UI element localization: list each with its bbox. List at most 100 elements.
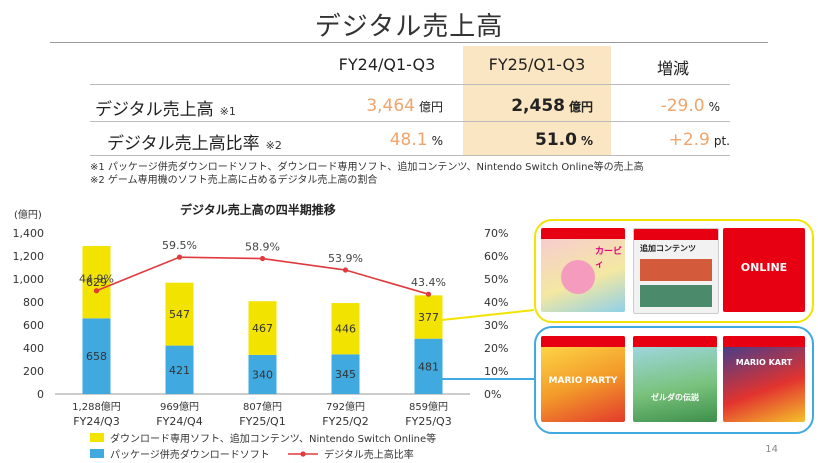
footnote-2: ※2 ゲーム専用機のソフト売上高に占めるデジタル売上高の割合 <box>90 175 378 186</box>
bar-total-label: 792億円 <box>326 400 365 413</box>
y-tick-label: 800 <box>23 296 44 309</box>
x-tick-label: FY24/Q3 <box>73 415 119 428</box>
bar-download-only <box>165 282 194 346</box>
curr-digital-ratio: 51.0% <box>535 130 593 150</box>
curr-digital-sales: 2,458 億円 <box>511 96 593 116</box>
mario-kart-game-cover: MARIO KART <box>723 336 805 422</box>
switch-banner <box>541 228 625 239</box>
change-digital-ratio: +2.9 pt. <box>668 130 730 150</box>
x-tick-label: FY24/Q4 <box>156 415 202 428</box>
bar-total-label: 969億円 <box>160 400 199 413</box>
y2-tick-label: 0% <box>484 388 501 401</box>
legend-swatch-package-bundled <box>90 449 104 458</box>
bar-package-bundled <box>414 338 443 394</box>
bar-download-only <box>331 303 360 355</box>
kirby-game-cover: カービィ <box>541 228 625 312</box>
bar-package-bundled <box>331 354 360 394</box>
bar-value-label-package: 345 <box>335 368 356 381</box>
bar-total-label: 807億円 <box>243 400 282 413</box>
nintendo-switch-online-card: ONLINE <box>723 228 805 312</box>
y2-tick-label: 40% <box>484 296 508 309</box>
bar-package-bundled <box>165 345 194 394</box>
header-change: 増減 <box>656 59 689 78</box>
y-tick-label: 1,400 <box>13 227 45 240</box>
ratio-label: 44.9% <box>79 273 114 286</box>
bar-value-label-package: 481 <box>418 360 439 373</box>
bar-value-label-download: 629 <box>86 276 107 289</box>
bar-value-label-package: 658 <box>86 350 107 363</box>
legend-label-package-bundled: パッケージ併売ダウンロードソフト <box>110 448 270 461</box>
ratio-point <box>259 255 266 262</box>
row-label-digital-ratio: デジタル売上高比率 ※2 <box>107 134 282 154</box>
prev-digital-ratio: 48.1% <box>389 130 443 150</box>
mario-kart-cover-text: MARIO KART <box>735 358 793 367</box>
bar-value-label-download: 446 <box>335 323 356 336</box>
bar-package-bundled <box>248 354 277 394</box>
dlc-art-2 <box>640 285 712 307</box>
y-tick-label: 1,000 <box>13 273 45 286</box>
x-tick-label: FY25/Q2 <box>322 415 368 428</box>
ratio-label: 59.5% <box>162 239 197 252</box>
change-digital-sales: -29.0% <box>660 96 720 116</box>
mario-party-game-cover: MARIO PARTY <box>541 336 625 422</box>
y-tick-label: 400 <box>23 342 44 355</box>
zelda-cover-text: ゼルダの伝説 <box>651 393 699 402</box>
ratio-line <box>96 256 429 295</box>
bar-total-label: 1,288億円 <box>72 400 121 413</box>
page-title: デジタル売上高 <box>314 12 504 42</box>
mario-party-cover-text: MARIO PARTY <box>548 376 618 386</box>
x-tick-label: FY25/Q1 <box>239 415 285 428</box>
title-divider <box>50 42 768 43</box>
y-axis-unit-label: (億円) <box>14 208 42 221</box>
quarterly-digital-sales-chart: (億円) 0 200 400 600 800 1,000 1,200 1,400 0% 10% 20%… <box>13 208 509 461</box>
y-tick-label: 200 <box>23 365 44 378</box>
dlc-card-text: 追加コンテンツ <box>640 244 696 253</box>
callout-connectors <box>441 309 535 380</box>
y2-tick-label: 70% <box>484 227 508 240</box>
bar-download-only <box>248 301 277 355</box>
ratio-point <box>425 291 432 297</box>
ratio-point <box>176 254 183 260</box>
y-tick-label: 1,200 <box>13 250 45 263</box>
dlc-art-1 <box>640 259 712 281</box>
bar-download-only <box>414 295 443 339</box>
legend-label-ratio: デジタル売上高比率 <box>324 448 414 461</box>
bar-download-only <box>82 245 111 319</box>
header-curr: FY25/Q1-Q3 <box>488 55 586 74</box>
bar-value-label-download: 377 <box>418 311 439 324</box>
y2-tick-label: 30% <box>484 319 508 332</box>
bar-value-label-download: 467 <box>252 322 273 335</box>
kirby-icon <box>561 260 595 294</box>
ratio-label: 53.9% <box>328 252 363 265</box>
chart-title: デジタル売上高の四半期推移 <box>180 203 336 217</box>
header-prev: FY24/Q1-Q3 <box>338 55 436 74</box>
x-tick-label: FY25/Q3 <box>405 415 451 428</box>
legend-swatch-download-only <box>90 433 104 442</box>
prev-digital-sales: 3,464 億円 <box>366 96 443 116</box>
ratio-point <box>93 288 100 294</box>
switch-banner <box>634 229 718 240</box>
ratio-label: 43.4% <box>411 276 446 289</box>
yellow-callout-box <box>534 219 814 323</box>
y2-tick-label: 50% <box>484 273 508 286</box>
bar-value-label-download: 547 <box>169 308 190 321</box>
yellow-connector <box>441 309 535 321</box>
y2-tick-label: 10% <box>484 365 508 378</box>
switch-banner <box>541 336 625 347</box>
table-bottom-rule <box>90 155 730 156</box>
y2-tick-label: 60% <box>484 250 508 263</box>
zelda-game-cover: ゼルダの伝説 <box>633 336 717 422</box>
footnote-1: ※1 パッケージ併売ダウンロードソフト、ダウンロード専用ソフト、追加コンテンツ、… <box>90 162 644 173</box>
bar-package-bundled <box>82 318 111 394</box>
switch-banner <box>723 336 805 347</box>
row-label-digital-sales: デジタル売上高 ※1 <box>95 100 236 120</box>
bar-total-label: 859億円 <box>409 400 448 413</box>
table-row-rule <box>90 121 730 122</box>
page-number: 14 <box>765 444 778 455</box>
bar-value-label-package: 340 <box>252 368 273 381</box>
bar-value-label-package: 421 <box>169 364 190 377</box>
y-tick-label: 0 <box>37 388 44 401</box>
y2-tick-label: 20% <box>484 342 508 355</box>
dlc-card: 追加コンテンツ <box>633 228 719 314</box>
blue-callout-box <box>534 326 814 434</box>
